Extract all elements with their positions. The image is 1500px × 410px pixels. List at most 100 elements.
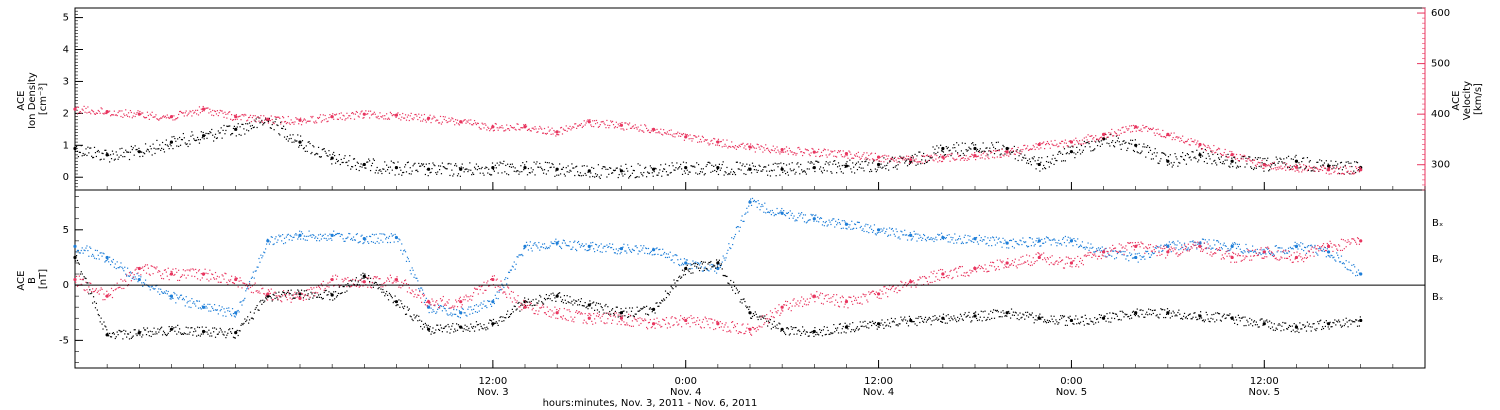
scatter-dot [608,173,610,175]
scatter-dot [508,129,511,131]
scatter-dot [111,114,114,116]
scatter-dot [477,122,479,125]
scatter-dot [1215,151,1217,154]
scatter-dot [1066,239,1068,241]
scatter-dot [1283,251,1285,253]
scatter-dot [957,239,959,241]
scatter-dot [567,127,569,129]
scatter-dot [1230,163,1232,165]
scatter-dot [824,163,826,165]
scatter-dot [1267,165,1269,167]
scatter-dot [1287,247,1290,249]
scatter-dot [1242,156,1244,158]
scatter-dot [449,174,451,177]
scatter-dot [975,159,977,161]
scatter-dot [808,219,810,221]
scatter-dot [785,164,788,166]
scatter-dot [660,164,662,166]
scatter-dot [301,233,304,235]
scatter-dot [854,164,857,166]
scatter-dot [616,126,618,129]
scatter-dot [462,330,464,332]
scatter-dot [691,267,693,270]
scatter-dot [1180,155,1182,158]
scatter-dot [198,326,201,329]
scatter-dot [207,107,209,109]
scatter-dot [1299,163,1301,166]
scatter-dot [1232,165,1234,168]
scatter-dot [1260,166,1262,168]
scatter-dot [559,163,561,165]
scatter-dot [1233,156,1235,158]
scatter-dot [120,331,122,333]
scatter-dot [671,134,673,136]
scatter-dot [576,165,578,167]
scatter-dot [321,235,323,237]
scatter-dot [196,113,198,115]
scatter-dot [615,121,617,123]
scatter-dot [702,270,704,272]
scatter-dot [495,167,497,169]
scatter-dot [256,116,258,119]
scatter-dot [995,150,997,152]
scatter-dot [992,149,995,152]
scatter-dot [1176,136,1178,138]
scatter-dot [882,166,884,168]
scatter-dot [300,117,302,119]
scatter-dot [772,163,774,165]
scatter-dot [1315,251,1317,253]
scatter-dot [562,166,565,169]
scatter-dot [208,112,210,114]
scatter-dot [921,239,923,241]
scatter-dot [790,170,792,172]
scatter-dot [1246,163,1248,165]
scatter-dot [1344,165,1346,168]
scatter-dot [455,165,458,167]
scatter-dot [884,154,886,156]
scatter-dot [247,119,249,121]
scatter-dot [1350,170,1352,173]
scatter-dot [1178,161,1180,164]
scatter-dot [1057,242,1059,244]
scatter-dot [784,151,787,153]
scatter-dot [781,207,783,210]
scatter-dot [1025,157,1027,159]
scatter-dot [340,158,342,161]
scatter-dot [1226,159,1228,161]
scatter-dot [1276,158,1278,160]
scatter-dot [235,314,237,316]
scatter-dot [574,123,576,125]
scatter-dot [803,152,806,154]
scatter-dot [1065,153,1067,155]
scatter-dot [589,176,591,178]
scatter-dot [1256,248,1258,251]
scatter-dot [1064,160,1067,162]
scatter-dot [295,293,297,295]
scatter-dot [371,233,374,235]
scatter-dot [144,153,146,155]
scatter-dot [1340,173,1343,175]
scatter-dot [576,249,578,252]
scatter-dot [395,116,397,118]
scatter-dot [822,149,824,152]
scatter-dot [168,148,170,150]
scatter-dot [668,256,670,258]
scatter-dot [980,151,982,153]
scatter-dot [686,133,688,136]
scatter-dot [1358,170,1361,172]
scatter-dot [121,147,123,149]
scatter-dot [390,160,392,162]
scatter-dot [231,308,234,310]
scatter-dot [145,116,148,119]
scatter-dot [1002,237,1004,239]
scatter-dot [604,166,606,168]
data-point [169,140,174,144]
scatter-dot [936,239,938,241]
scatter-dot [122,268,124,270]
scatter-dot [486,167,488,169]
scatter-dot [504,130,506,132]
scatter-dot [689,171,691,173]
scatter-dot [571,127,573,129]
scatter-dot [516,308,518,310]
scatter-dot [438,329,441,331]
